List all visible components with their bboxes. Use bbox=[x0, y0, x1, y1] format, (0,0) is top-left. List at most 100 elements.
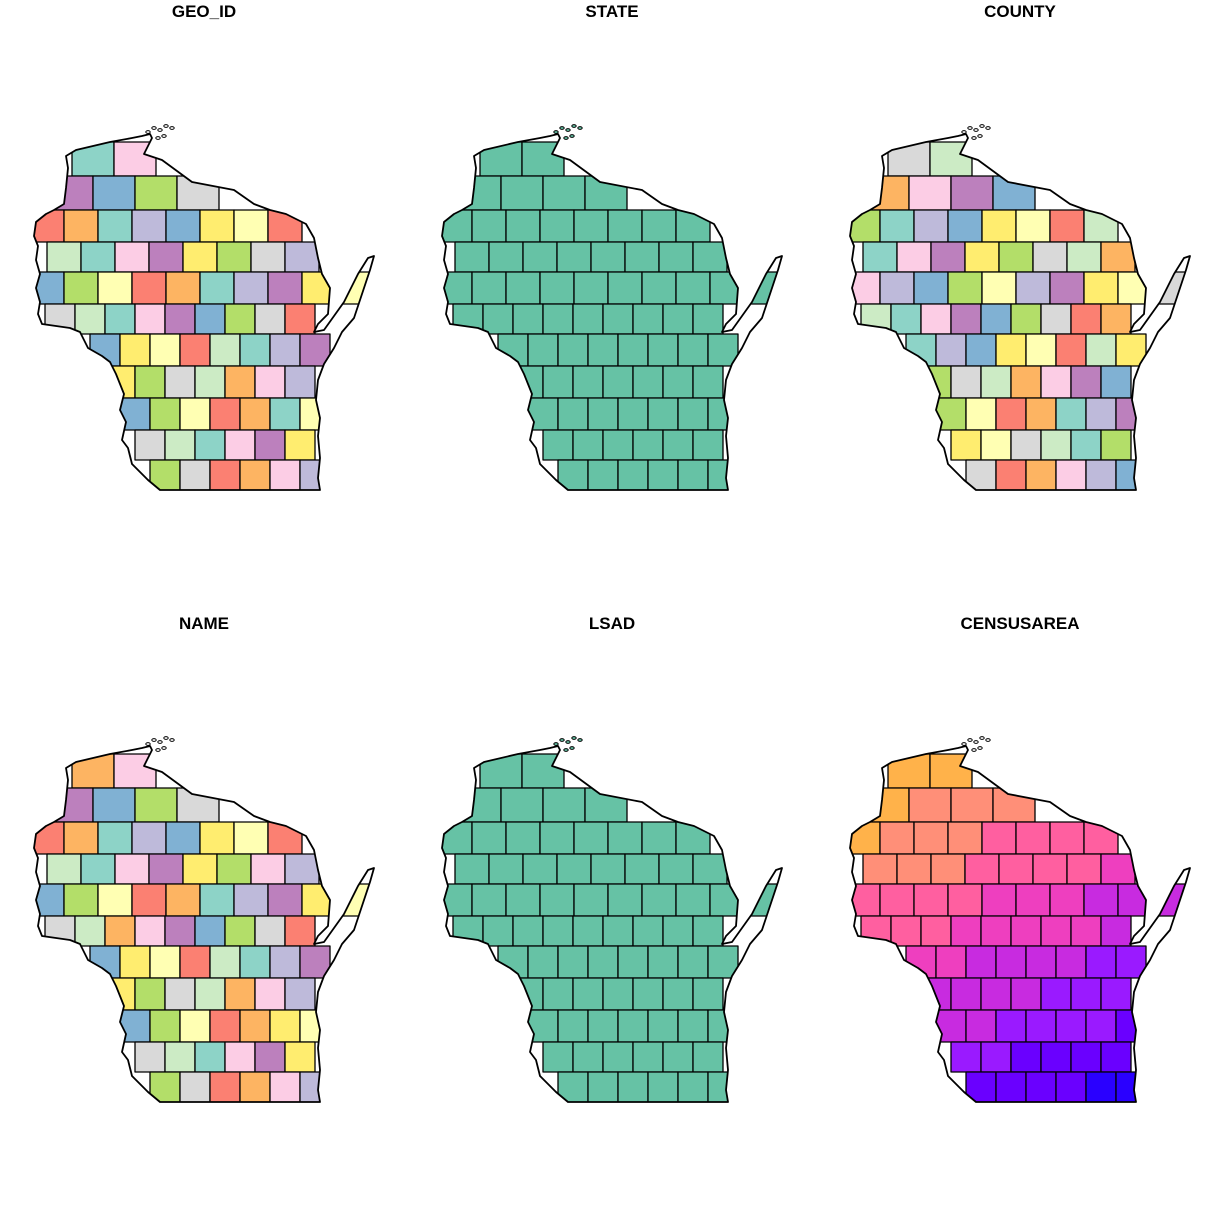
county-polygon bbox=[50, 175, 94, 211]
panel-censusarea: CENSUSAREA bbox=[816, 612, 1224, 1224]
county-polygon bbox=[1049, 883, 1085, 917]
county-polygon bbox=[254, 303, 286, 335]
county-polygon bbox=[194, 915, 226, 947]
county-polygon bbox=[284, 241, 320, 273]
county-polygon bbox=[527, 333, 559, 367]
county-polygon bbox=[964, 853, 1000, 885]
county-polygon bbox=[602, 303, 634, 335]
county-polygon bbox=[572, 1041, 604, 1073]
county-polygon bbox=[1055, 397, 1087, 431]
island-shape bbox=[565, 740, 571, 744]
county-polygon bbox=[1083, 209, 1119, 243]
county-polygon bbox=[692, 429, 724, 461]
county-polygon bbox=[677, 459, 709, 490]
county-polygon bbox=[542, 915, 574, 947]
county-polygon bbox=[500, 175, 544, 211]
county-polygon bbox=[512, 915, 544, 947]
island-shape bbox=[157, 740, 163, 744]
county-polygon bbox=[254, 977, 286, 1011]
county-polygon bbox=[935, 333, 967, 367]
county-polygon bbox=[556, 241, 592, 273]
county-polygon bbox=[677, 333, 709, 367]
island-shape bbox=[163, 736, 169, 740]
county-polygon bbox=[675, 209, 711, 243]
county-polygon bbox=[63, 271, 99, 305]
county-polygon bbox=[488, 241, 524, 273]
county-polygon bbox=[63, 883, 99, 917]
county-polygon bbox=[267, 821, 303, 855]
county-polygon bbox=[471, 821, 507, 855]
county-polygon bbox=[267, 883, 303, 917]
county-polygon bbox=[1010, 915, 1042, 947]
island-shape bbox=[151, 738, 157, 742]
county-polygon bbox=[114, 241, 150, 273]
county-polygon bbox=[557, 945, 589, 979]
county-polygon bbox=[632, 429, 664, 461]
county-polygon bbox=[590, 241, 626, 273]
wisconsin-county-map bbox=[33, 736, 375, 1103]
county-polygon bbox=[587, 1071, 619, 1102]
panel-geo-id: GEO_ID bbox=[0, 0, 408, 612]
county-polygon bbox=[920, 915, 952, 947]
county-polygon bbox=[692, 241, 728, 273]
county-polygon bbox=[641, 209, 677, 243]
county-polygon bbox=[573, 883, 609, 917]
county-polygon bbox=[1049, 271, 1085, 305]
county-polygon bbox=[179, 397, 211, 431]
county-polygon bbox=[233, 883, 269, 917]
county-polygon bbox=[269, 945, 301, 979]
county-polygon bbox=[905, 945, 937, 979]
county-polygon bbox=[879, 209, 915, 243]
county-polygon bbox=[602, 977, 634, 1011]
island-shape bbox=[155, 136, 161, 140]
island-shape bbox=[971, 136, 977, 140]
county-polygon bbox=[164, 915, 196, 947]
county-polygon bbox=[572, 915, 604, 947]
county-polygon bbox=[452, 915, 484, 947]
county-polygon bbox=[602, 365, 634, 399]
county-polygon bbox=[194, 365, 226, 399]
island-shape bbox=[967, 126, 973, 130]
county-polygon bbox=[920, 303, 952, 335]
county-polygon bbox=[662, 1041, 694, 1073]
island-shape bbox=[161, 134, 167, 138]
county-polygon bbox=[950, 977, 982, 1011]
county-polygon bbox=[1085, 1009, 1117, 1043]
county-polygon bbox=[607, 209, 643, 243]
county-polygon bbox=[860, 915, 892, 947]
county-polygon bbox=[662, 365, 694, 399]
county-polygon bbox=[1040, 303, 1072, 335]
wisconsin-county-map bbox=[849, 736, 1191, 1103]
panel-title: STATE bbox=[585, 2, 639, 21]
county-polygon bbox=[556, 853, 592, 885]
county-polygon bbox=[947, 821, 983, 855]
county-polygon bbox=[950, 429, 982, 461]
county-polygon bbox=[134, 175, 178, 211]
county-polygon bbox=[131, 271, 167, 305]
county-polygon bbox=[224, 429, 256, 461]
county-polygon bbox=[539, 209, 575, 243]
county-polygon bbox=[879, 821, 915, 855]
county-polygon bbox=[908, 787, 952, 823]
county-polygon bbox=[269, 459, 301, 490]
county-polygon bbox=[97, 883, 133, 917]
county-polygon bbox=[46, 853, 82, 885]
county-polygon bbox=[950, 915, 982, 947]
county-polygon bbox=[998, 853, 1034, 885]
county-polygon bbox=[557, 1009, 589, 1043]
county-polygon bbox=[458, 175, 502, 211]
county-polygon bbox=[1100, 915, 1132, 947]
county-polygon bbox=[269, 397, 301, 431]
panel-title: LSAD bbox=[588, 614, 636, 633]
county-polygon bbox=[617, 1009, 649, 1043]
county-polygon bbox=[284, 1041, 316, 1073]
county-polygon bbox=[224, 365, 256, 399]
county-polygon bbox=[233, 271, 269, 305]
county-polygon bbox=[92, 175, 136, 211]
county-polygon bbox=[896, 241, 932, 273]
county-polygon bbox=[1010, 303, 1042, 335]
county-polygon bbox=[1025, 459, 1057, 490]
island-shape bbox=[169, 738, 175, 742]
county-polygon bbox=[617, 333, 649, 367]
county-polygon bbox=[662, 977, 694, 1011]
